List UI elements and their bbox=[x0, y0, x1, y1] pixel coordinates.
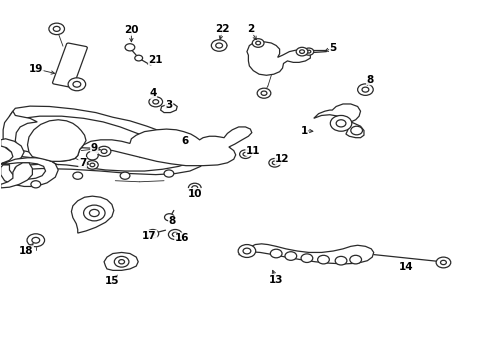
Circle shape bbox=[31, 181, 41, 188]
Circle shape bbox=[114, 256, 129, 267]
Circle shape bbox=[149, 97, 162, 107]
FancyBboxPatch shape bbox=[52, 43, 87, 87]
Circle shape bbox=[349, 255, 361, 264]
Circle shape bbox=[168, 229, 182, 239]
Circle shape bbox=[53, 26, 60, 31]
Text: 6: 6 bbox=[181, 136, 188, 146]
Text: 21: 21 bbox=[148, 55, 163, 65]
Circle shape bbox=[243, 248, 250, 254]
Circle shape bbox=[435, 257, 450, 268]
Circle shape bbox=[296, 47, 307, 56]
Circle shape bbox=[135, 55, 142, 61]
Circle shape bbox=[101, 149, 107, 153]
Circle shape bbox=[330, 116, 351, 131]
Circle shape bbox=[306, 50, 310, 53]
Circle shape bbox=[147, 229, 158, 238]
Text: 4: 4 bbox=[149, 88, 156, 98]
Circle shape bbox=[335, 120, 345, 127]
Text: 17: 17 bbox=[142, 231, 157, 240]
Text: 16: 16 bbox=[175, 233, 189, 243]
Polygon shape bbox=[246, 42, 310, 75]
Polygon shape bbox=[71, 196, 114, 233]
Circle shape bbox=[301, 254, 312, 262]
Circle shape bbox=[153, 100, 158, 104]
Text: 15: 15 bbox=[104, 276, 119, 286]
Circle shape bbox=[32, 237, 40, 243]
Circle shape bbox=[191, 186, 197, 190]
Circle shape bbox=[440, 260, 446, 265]
Circle shape bbox=[239, 150, 251, 158]
Text: 22: 22 bbox=[215, 24, 229, 35]
Circle shape bbox=[317, 255, 329, 264]
Text: 5: 5 bbox=[329, 43, 336, 53]
Circle shape bbox=[73, 81, 81, 87]
Circle shape bbox=[89, 210, 99, 217]
Circle shape bbox=[261, 91, 266, 95]
Circle shape bbox=[361, 87, 368, 92]
Circle shape bbox=[285, 252, 296, 260]
Text: 1: 1 bbox=[300, 126, 307, 135]
Text: 2: 2 bbox=[246, 24, 253, 35]
Circle shape bbox=[120, 172, 130, 179]
Circle shape bbox=[86, 161, 98, 169]
Text: 18: 18 bbox=[19, 246, 33, 256]
Polygon shape bbox=[160, 104, 177, 113]
Polygon shape bbox=[3, 111, 42, 158]
Polygon shape bbox=[9, 106, 230, 155]
Polygon shape bbox=[0, 139, 24, 164]
Polygon shape bbox=[14, 157, 204, 175]
Circle shape bbox=[252, 39, 264, 47]
Polygon shape bbox=[104, 252, 138, 270]
Text: 13: 13 bbox=[268, 275, 283, 285]
Circle shape bbox=[172, 232, 178, 237]
Circle shape bbox=[125, 44, 135, 51]
Circle shape bbox=[268, 158, 280, 167]
Text: 8: 8 bbox=[168, 216, 176, 226]
Polygon shape bbox=[313, 104, 363, 138]
Circle shape bbox=[304, 48, 313, 55]
Polygon shape bbox=[27, 120, 86, 161]
Circle shape bbox=[73, 172, 82, 179]
Circle shape bbox=[97, 146, 111, 156]
Circle shape bbox=[255, 41, 260, 45]
Text: 20: 20 bbox=[124, 25, 138, 35]
Polygon shape bbox=[39, 127, 251, 166]
Circle shape bbox=[357, 84, 372, 95]
Polygon shape bbox=[0, 158, 58, 186]
Circle shape bbox=[83, 205, 105, 221]
Circle shape bbox=[299, 50, 304, 53]
Circle shape bbox=[163, 170, 173, 177]
Text: 3: 3 bbox=[165, 100, 172, 110]
Text: 10: 10 bbox=[187, 189, 202, 199]
Circle shape bbox=[86, 151, 98, 160]
Circle shape bbox=[164, 214, 174, 221]
Circle shape bbox=[215, 43, 222, 48]
Text: 12: 12 bbox=[275, 154, 289, 164]
Text: 14: 14 bbox=[398, 262, 413, 272]
Text: 9: 9 bbox=[91, 143, 98, 153]
Circle shape bbox=[211, 40, 226, 51]
Circle shape bbox=[150, 232, 155, 235]
Circle shape bbox=[27, 234, 44, 247]
Circle shape bbox=[188, 183, 201, 193]
Circle shape bbox=[243, 152, 247, 156]
Circle shape bbox=[270, 249, 282, 258]
Circle shape bbox=[272, 161, 277, 165]
Polygon shape bbox=[238, 244, 373, 264]
Text: 7: 7 bbox=[79, 158, 86, 168]
Circle shape bbox=[90, 163, 95, 167]
Text: 19: 19 bbox=[29, 64, 43, 74]
Circle shape bbox=[257, 88, 270, 98]
Circle shape bbox=[350, 126, 362, 135]
Circle shape bbox=[119, 260, 124, 264]
Text: 8: 8 bbox=[366, 75, 373, 85]
Text: 11: 11 bbox=[245, 145, 260, 156]
Circle shape bbox=[49, 23, 64, 35]
Polygon shape bbox=[0, 163, 32, 188]
Circle shape bbox=[334, 256, 346, 265]
Circle shape bbox=[68, 78, 85, 91]
Circle shape bbox=[238, 244, 255, 257]
